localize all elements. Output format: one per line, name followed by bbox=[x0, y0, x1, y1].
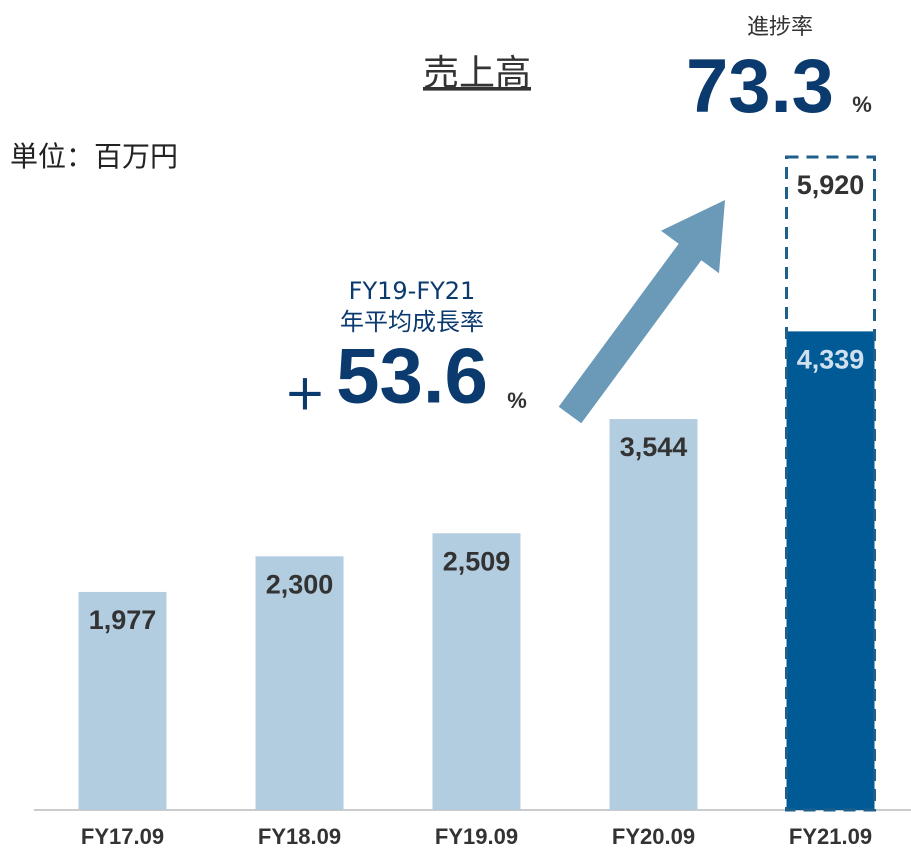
cagr-period: FY19-FY21 bbox=[349, 277, 476, 305]
bar bbox=[255, 556, 344, 810]
value-label: 4,339 bbox=[797, 345, 865, 375]
value-label: 1,977 bbox=[89, 605, 157, 635]
growth-arrow bbox=[558, 200, 725, 424]
unit-label: 単位：百万円 bbox=[10, 140, 178, 173]
value-label: 2,300 bbox=[266, 569, 334, 599]
bar bbox=[432, 533, 521, 810]
target-label: 5,920 bbox=[797, 170, 865, 200]
bar bbox=[609, 419, 698, 810]
chart-title: 売上高 bbox=[423, 53, 531, 94]
cagr-value: 53.6 bbox=[336, 332, 488, 420]
x-tick-label: FY19.09 bbox=[435, 824, 518, 849]
progress-unit: % bbox=[852, 92, 872, 117]
progress-label: 進捗率 bbox=[747, 15, 813, 40]
target-bar bbox=[785, 155, 876, 812]
x-tick-label: FY17.09 bbox=[81, 824, 164, 849]
x-tick-label: FY18.09 bbox=[258, 824, 341, 849]
x-tick-label: FY21.09 bbox=[789, 824, 872, 849]
value-label: 2,509 bbox=[443, 546, 511, 576]
value-label: 3,544 bbox=[620, 432, 688, 462]
bar bbox=[786, 331, 875, 810]
cagr-unit: % bbox=[507, 388, 527, 413]
cagr-label: 年平均成長率 bbox=[340, 308, 484, 336]
bar bbox=[78, 591, 167, 810]
progress-value: 73.3 bbox=[686, 44, 834, 129]
x-tick-label: FY20.09 bbox=[612, 824, 695, 849]
cagr-sign: + bbox=[284, 364, 326, 422]
